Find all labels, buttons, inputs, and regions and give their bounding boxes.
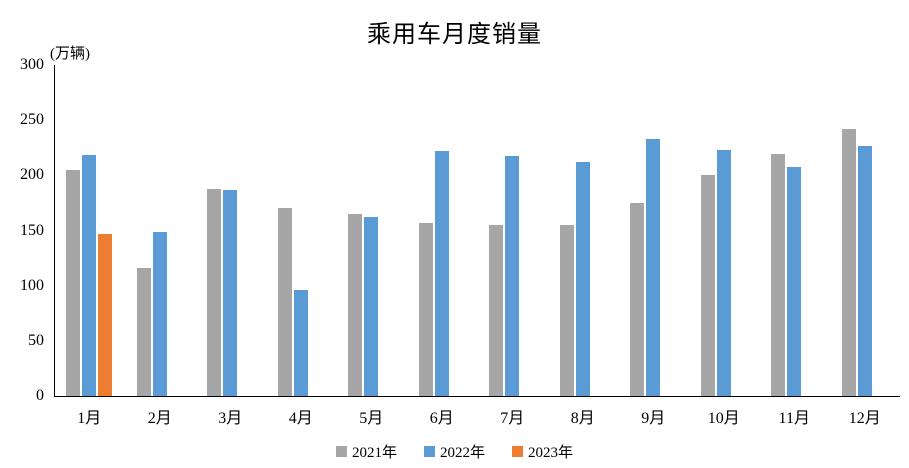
bar-2021年-9月 — [630, 202, 645, 396]
x-tick-label: 2月 — [147, 410, 172, 427]
legend-swatch-icon — [423, 446, 435, 457]
bar-2022年-12月 — [857, 146, 872, 396]
bar-2022年-5月 — [364, 216, 379, 396]
x-tick-label: 6月 — [429, 410, 454, 427]
bar-2022年-3月 — [223, 190, 238, 396]
bar-2021年-8月 — [559, 224, 574, 396]
legend-label: 2022年 — [439, 445, 485, 461]
bar-2022年-4月 — [293, 289, 308, 396]
x-tick-label: 7月 — [500, 410, 525, 427]
bar-2021年-1月 — [66, 170, 81, 396]
y-axis-line — [54, 65, 55, 396]
y-tick-label: 0 — [36, 387, 44, 404]
legend-item-2021年: 2021年 — [335, 441, 397, 462]
y-tick-label: 300 — [20, 56, 44, 73]
bar-2022年-6月 — [434, 150, 449, 396]
bar-2021年-7月 — [489, 224, 504, 396]
bar-2021年-12月 — [841, 128, 856, 396]
bar-2022年-7月 — [505, 156, 520, 396]
bar-2022年-9月 — [646, 138, 661, 396]
bar-2023年-1月 — [98, 233, 113, 396]
legend-swatch-icon — [335, 446, 347, 457]
x-tick-label: 9月 — [641, 410, 666, 427]
bar-2021年-4月 — [277, 207, 292, 396]
x-tick-label: 11月 — [778, 410, 810, 427]
y-tick-label: 50 — [28, 331, 44, 349]
bar-2022年-8月 — [575, 161, 590, 396]
bar-2021年-2月 — [136, 268, 151, 396]
bar-2022年-1月 — [82, 154, 97, 396]
legend-item-2022年: 2022年 — [423, 441, 485, 462]
x-tick-label: 8月 — [570, 410, 595, 427]
y-tick-label: 250 — [20, 111, 44, 129]
bar-2021年-11月 — [771, 154, 786, 396]
y-tick-label: 100 — [20, 276, 44, 294]
y-tick-label: 200 — [20, 166, 44, 184]
x-tick-label: 4月 — [288, 410, 313, 427]
bar-2022年-11月 — [787, 167, 802, 396]
x-tick-label: 10月 — [707, 410, 740, 427]
bar-2021年-5月 — [348, 214, 363, 396]
x-tick-label: 12月 — [848, 410, 881, 427]
legend-label: 2021年 — [351, 445, 397, 461]
y-axis-unit-label: (万辆) — [50, 46, 90, 62]
legend-item-2023年: 2023年 — [512, 441, 573, 462]
legend-label: 2023年 — [528, 445, 574, 461]
bar-2021年-10月 — [700, 174, 715, 396]
chart-title: 乘用车月度销量 — [367, 22, 542, 48]
legend: 2021年 2022年 2023年 — [0, 441, 909, 462]
bar-2022年-10月 — [716, 149, 731, 396]
x-axis-line — [54, 396, 900, 397]
x-tick-label: 3月 — [218, 410, 243, 427]
bar-2021年-3月 — [207, 189, 222, 396]
y-tick-label: 150 — [20, 221, 44, 239]
legend-swatch-icon — [512, 446, 523, 457]
bar-2021年-6月 — [418, 222, 433, 396]
bar-2022年-2月 — [152, 231, 167, 396]
x-tick-label: 1月 — [77, 410, 102, 427]
x-tick-label: 5月 — [359, 410, 384, 427]
